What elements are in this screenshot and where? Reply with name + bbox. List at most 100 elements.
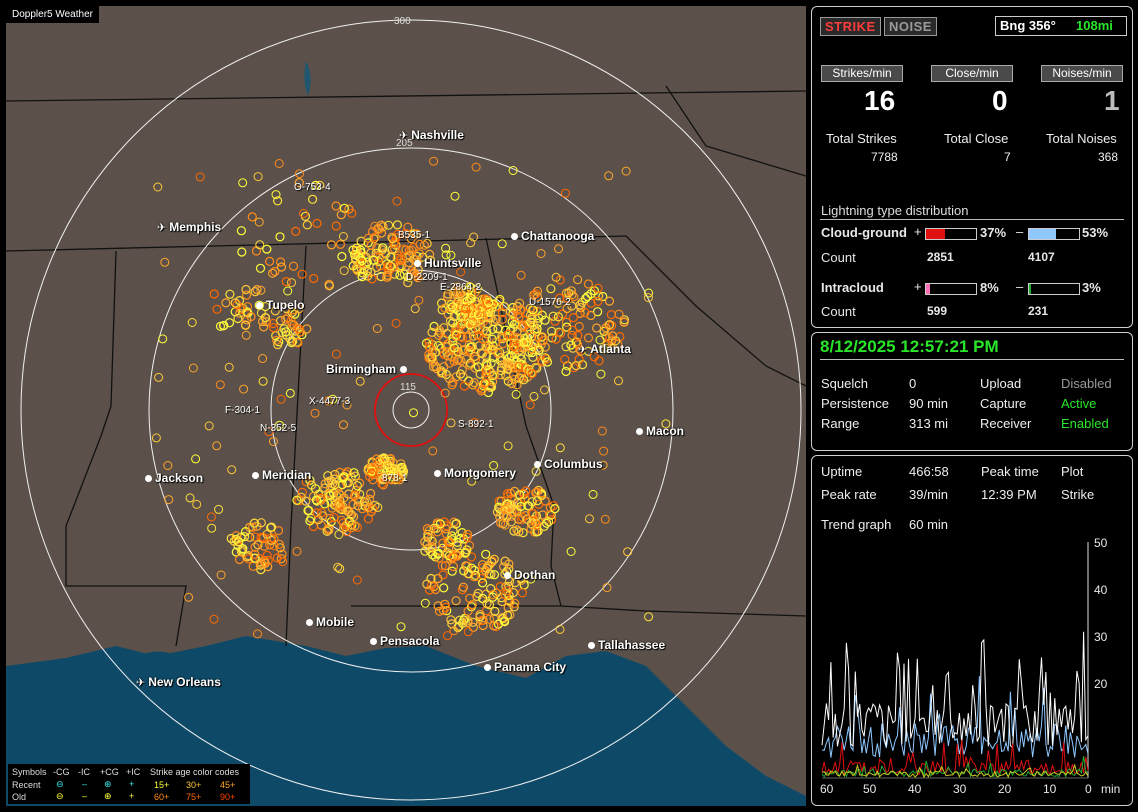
upload-value: Disabled — [1061, 376, 1112, 391]
strike-marker — [245, 532, 255, 542]
strike-marker — [236, 226, 246, 236]
strike-marker — [287, 278, 296, 288]
strike-marker — [512, 327, 522, 337]
strike-marker — [465, 358, 475, 368]
cell-label: D-2209-1 — [406, 272, 448, 283]
strike-marker — [426, 581, 437, 591]
strike-marker — [374, 457, 385, 467]
strike-marker — [425, 353, 435, 363]
strike-marker — [453, 286, 463, 296]
strike-marker — [362, 497, 372, 507]
pos-cg-recent-icon: ⊕ — [104, 779, 112, 789]
city-panama-city: Panama City — [484, 660, 566, 674]
strike-marker — [242, 302, 253, 312]
strike-marker — [387, 244, 397, 254]
strike-marker — [357, 256, 367, 266]
plus-sign: + — [914, 224, 922, 239]
cg-positive-bar — [925, 228, 977, 240]
city-chattanooga: Chattanooga — [511, 229, 594, 243]
cg-positive-pct: 37% — [980, 225, 1007, 240]
strike-marker — [480, 565, 491, 576]
x-tick-label: 10 — [1043, 782, 1057, 796]
strike-marker — [288, 261, 299, 271]
strike-marker — [238, 178, 248, 188]
city-dot-icon — [370, 638, 377, 646]
strike-marker — [363, 233, 373, 243]
strike-marker — [449, 552, 459, 562]
strike-marker — [598, 291, 608, 302]
strike-marker — [212, 441, 222, 451]
strike-marker — [368, 504, 378, 514]
strike-marker — [457, 365, 467, 375]
strike-marker — [526, 519, 537, 529]
strike-marker — [253, 172, 263, 182]
strike-marker — [308, 194, 318, 204]
strike-marker — [614, 376, 623, 386]
strike-marker — [316, 520, 326, 530]
close-per-min-header: Close/min — [931, 65, 1013, 82]
strike-marker — [553, 298, 563, 308]
strike-marker — [532, 496, 542, 506]
total-close-value: 7 — [1004, 150, 1011, 164]
x-tick-label: 40 — [908, 782, 922, 796]
strike-marker — [305, 516, 315, 526]
strike-marker — [355, 254, 366, 264]
strike-marker — [585, 514, 594, 524]
legend-row-old: Old — [12, 792, 27, 802]
strike-marker — [463, 627, 473, 637]
strike-marker — [422, 523, 432, 534]
strike-marker — [572, 275, 583, 285]
strike-marker — [281, 327, 291, 337]
strike-marker — [231, 534, 241, 545]
strike-marker — [320, 483, 330, 493]
peak-rate-label: Peak rate — [821, 487, 877, 502]
strike-marker — [610, 336, 621, 346]
city-tupelo: Tupelo — [256, 298, 304, 312]
strike-marker — [515, 490, 525, 500]
range-label: Range — [821, 416, 860, 431]
strike-marker — [604, 171, 614, 181]
strike-marker — [438, 347, 448, 357]
strike-marker — [276, 394, 286, 404]
city-dot-icon — [306, 619, 313, 627]
cell-label: 878-1 — [382, 473, 408, 484]
lightning-map[interactable]: Doppler5 Weather 300 205 115 ✈ Nashvil — [6, 6, 806, 806]
strike-marker — [536, 489, 547, 499]
strike-marker — [449, 346, 459, 356]
strike-marker — [456, 312, 466, 322]
strike-marker — [463, 568, 473, 579]
strike-marker — [453, 347, 463, 357]
strike-marker — [239, 384, 249, 394]
strike-marker — [285, 334, 295, 344]
strike-marker — [253, 540, 263, 550]
strike-marker — [433, 601, 443, 611]
datetime: 8/12/2025 12:57:21 PM — [820, 337, 999, 356]
receiver-label: Receiver — [980, 416, 1032, 431]
strike-marker — [555, 624, 565, 634]
strike-marker — [215, 380, 225, 390]
strike-marker — [335, 504, 345, 514]
strike-marker — [351, 263, 361, 273]
strike-marker — [342, 526, 352, 537]
strike-marker — [516, 501, 526, 512]
strike-marker — [294, 178, 304, 188]
trend-line — [821, 739, 1089, 777]
bearing-label: Bng 356° — [1000, 18, 1056, 33]
strike-marker — [503, 586, 513, 596]
ic-positive-bar — [925, 283, 977, 295]
city-meridian: Meridian — [252, 468, 311, 482]
strike-marker — [274, 539, 284, 549]
strike-marker — [212, 304, 222, 314]
strike-marker — [435, 519, 445, 529]
noise-mode-button[interactable]: NOISE — [884, 17, 937, 36]
strike-marker — [497, 239, 507, 249]
strike-marker — [392, 253, 402, 263]
strike-marker — [288, 305, 298, 315]
airport-icon: ✈ — [399, 130, 409, 142]
strike-marker — [476, 386, 487, 396]
close-per-min-value: 0 — [992, 85, 1008, 116]
strike-marker — [265, 256, 275, 266]
strike-mode-button[interactable]: STRIKE — [820, 17, 881, 36]
strike-marker — [385, 261, 395, 271]
strike-marker — [428, 362, 439, 372]
